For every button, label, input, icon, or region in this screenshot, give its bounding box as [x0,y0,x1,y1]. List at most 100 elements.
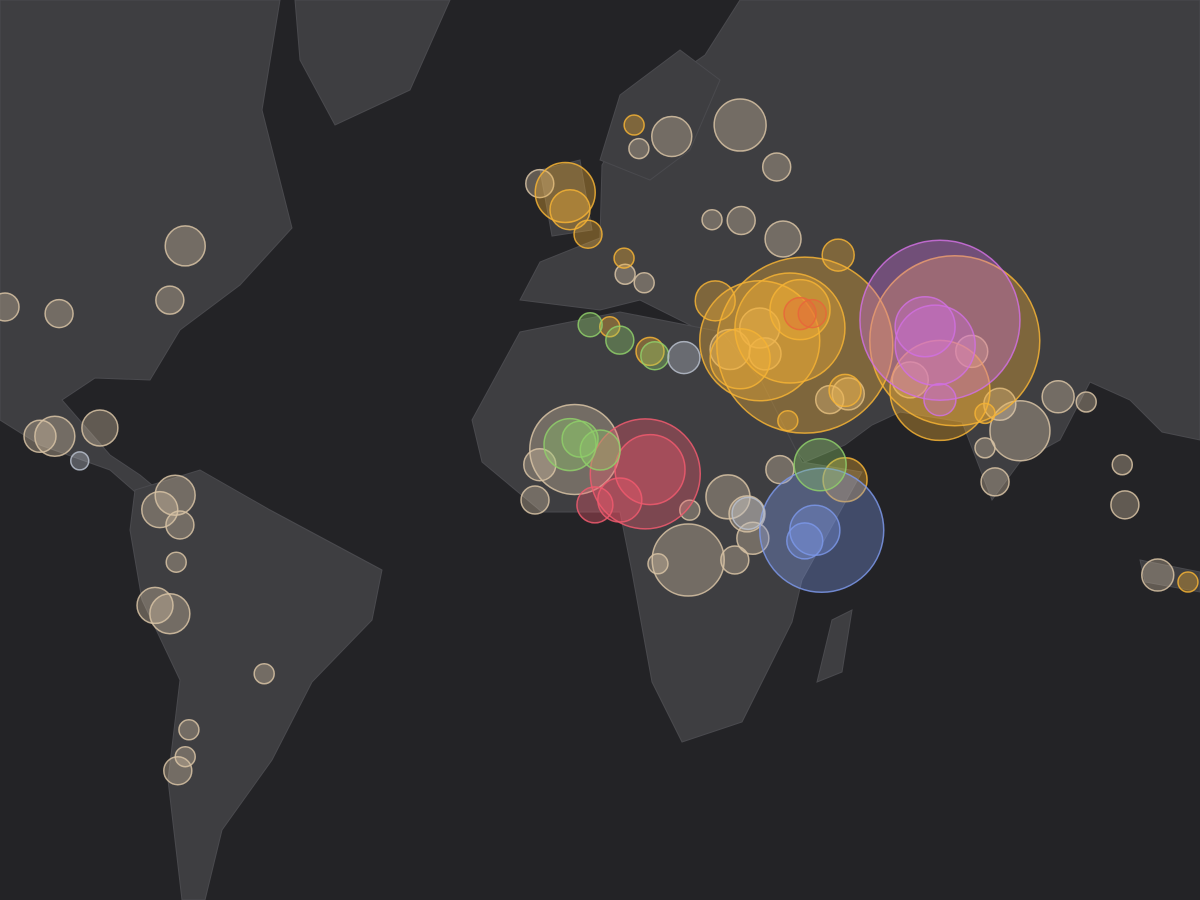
bubble [81,409,119,447]
bubble [797,298,827,329]
scandinavia [599,49,721,181]
bubble [651,523,725,597]
bubble [1177,571,1199,593]
bubble [980,467,1010,497]
bubble [748,337,782,371]
bubble [253,662,275,685]
bubble [614,433,686,506]
bubble [1141,558,1175,592]
bubble [974,437,996,459]
bubble [44,298,74,329]
bubble [1075,391,1097,413]
bubble [136,586,174,625]
bubble [731,496,765,531]
bubble [1111,453,1134,476]
bubble [726,205,756,236]
greenland [294,0,451,126]
bubble [667,340,701,375]
bubble [828,373,862,408]
bubble-group [576,418,702,530]
bubble [761,152,792,182]
bubble [889,339,991,442]
bubble [573,219,603,249]
bubble [647,553,669,575]
bubble [0,292,20,322]
bubble [164,225,206,267]
bubble-group [859,239,1021,417]
bubble [597,477,643,523]
bubble [525,168,555,199]
bubble [720,545,750,575]
bubble [989,400,1051,462]
bubble [70,451,90,471]
bubble [894,295,956,358]
bubble [34,415,76,458]
bubble [1041,380,1075,414]
bubble [713,98,767,152]
bubble-group [70,340,765,531]
bubble [716,256,894,434]
bubble [635,336,665,367]
bubble [764,220,802,258]
bubble [1110,490,1140,520]
bubble [859,239,1021,401]
bubble-group [759,467,885,594]
bubble [155,285,185,315]
bubble [891,361,930,399]
bubble [163,755,193,786]
bubble [165,510,195,540]
bubble [679,499,701,521]
bubble [520,485,550,515]
bubble-group [783,296,827,331]
bubble [698,280,821,402]
bubble [23,419,57,454]
bubble [576,486,614,524]
bubble [605,325,635,355]
bubble [640,340,670,371]
madagascar [816,609,853,683]
bubble [174,745,196,768]
bubble [549,188,591,231]
bubble [821,238,855,272]
bubble [923,382,957,417]
bubble [777,409,799,432]
bubble [736,521,770,556]
bubble [651,115,693,158]
bubble [613,247,635,269]
bubble [577,312,603,338]
bubble [983,387,1017,422]
bubble [769,278,831,341]
bubble [793,437,847,492]
north-america [0,0,293,506]
bubble [738,307,781,349]
bubble [149,592,191,635]
bubble [628,137,650,160]
bubbles [0,98,1199,786]
bubble [589,418,702,530]
bubble [869,255,1041,427]
bubble [523,447,557,482]
bubble-group [534,114,1199,593]
africa [471,311,863,743]
bubble-group [543,312,847,492]
bubble [783,296,817,331]
bubble [623,114,645,136]
bubble [974,402,996,425]
bubble [633,272,655,294]
bubble [694,280,736,322]
bubble [709,328,771,390]
bubble [165,551,187,573]
bubble [759,467,885,594]
bubble [178,719,200,741]
bubble [154,474,196,517]
bubble [141,490,179,529]
bubble [614,263,636,285]
bubble [786,522,824,560]
bubble [701,208,723,231]
indonesia [1139,559,1200,593]
bubble [579,429,621,471]
bubble [561,420,599,458]
